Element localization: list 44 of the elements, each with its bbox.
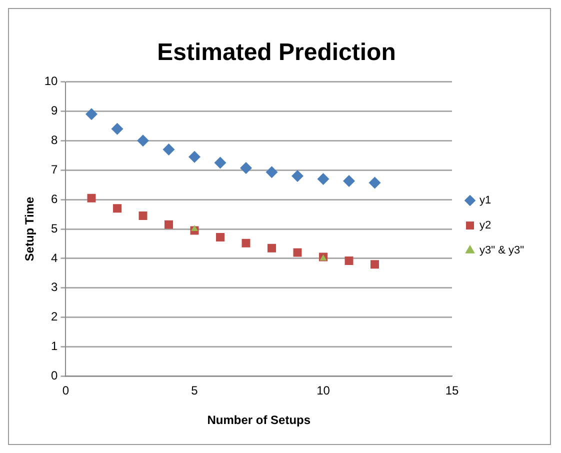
point (242, 238, 250, 248)
y-tick-label: 1 (51, 339, 58, 354)
legend-label: y2 (480, 220, 492, 232)
point (317, 172, 330, 185)
y-tick-label: 3 (51, 280, 58, 294)
point (368, 176, 381, 189)
point (188, 150, 200, 163)
y-tick-label: 10 (44, 74, 58, 88)
x-axis-title: Number of Setups (207, 413, 311, 428)
point (344, 256, 354, 266)
point (268, 244, 276, 252)
point (111, 122, 124, 135)
point (164, 220, 173, 229)
point (191, 225, 198, 231)
x-tick-label: 15 (445, 384, 459, 398)
point (138, 212, 148, 220)
point (266, 166, 278, 178)
point (214, 156, 226, 169)
point (343, 175, 356, 188)
point (87, 194, 96, 202)
point (162, 144, 175, 156)
legend-label: y3" & y3" (480, 244, 524, 257)
point (216, 233, 224, 242)
x-tick-label: 10 (316, 384, 330, 398)
x-tick-label: 5 (191, 384, 198, 398)
point (293, 248, 302, 257)
point (292, 170, 304, 182)
y-tick-label: 6 (51, 192, 58, 206)
y-axis-title: Setup Time (22, 196, 37, 262)
x-tick-label: 0 (62, 384, 70, 398)
point (240, 162, 252, 174)
point (370, 260, 379, 269)
y-tick-label: 8 (51, 132, 58, 147)
y-tick-label: 7 (51, 162, 58, 176)
chart-title: Estimated Prediction (157, 39, 396, 66)
y-tick-label: 0 (51, 368, 58, 383)
y-tick-label: 2 (51, 310, 58, 324)
y-tick-label: 4 (51, 250, 58, 265)
point (113, 204, 122, 213)
y-tick-label: 5 (51, 221, 58, 236)
point (86, 108, 98, 120)
y-tick-label: 9 (51, 104, 58, 118)
legend-label: y1 (480, 194, 492, 207)
point (137, 134, 149, 147)
